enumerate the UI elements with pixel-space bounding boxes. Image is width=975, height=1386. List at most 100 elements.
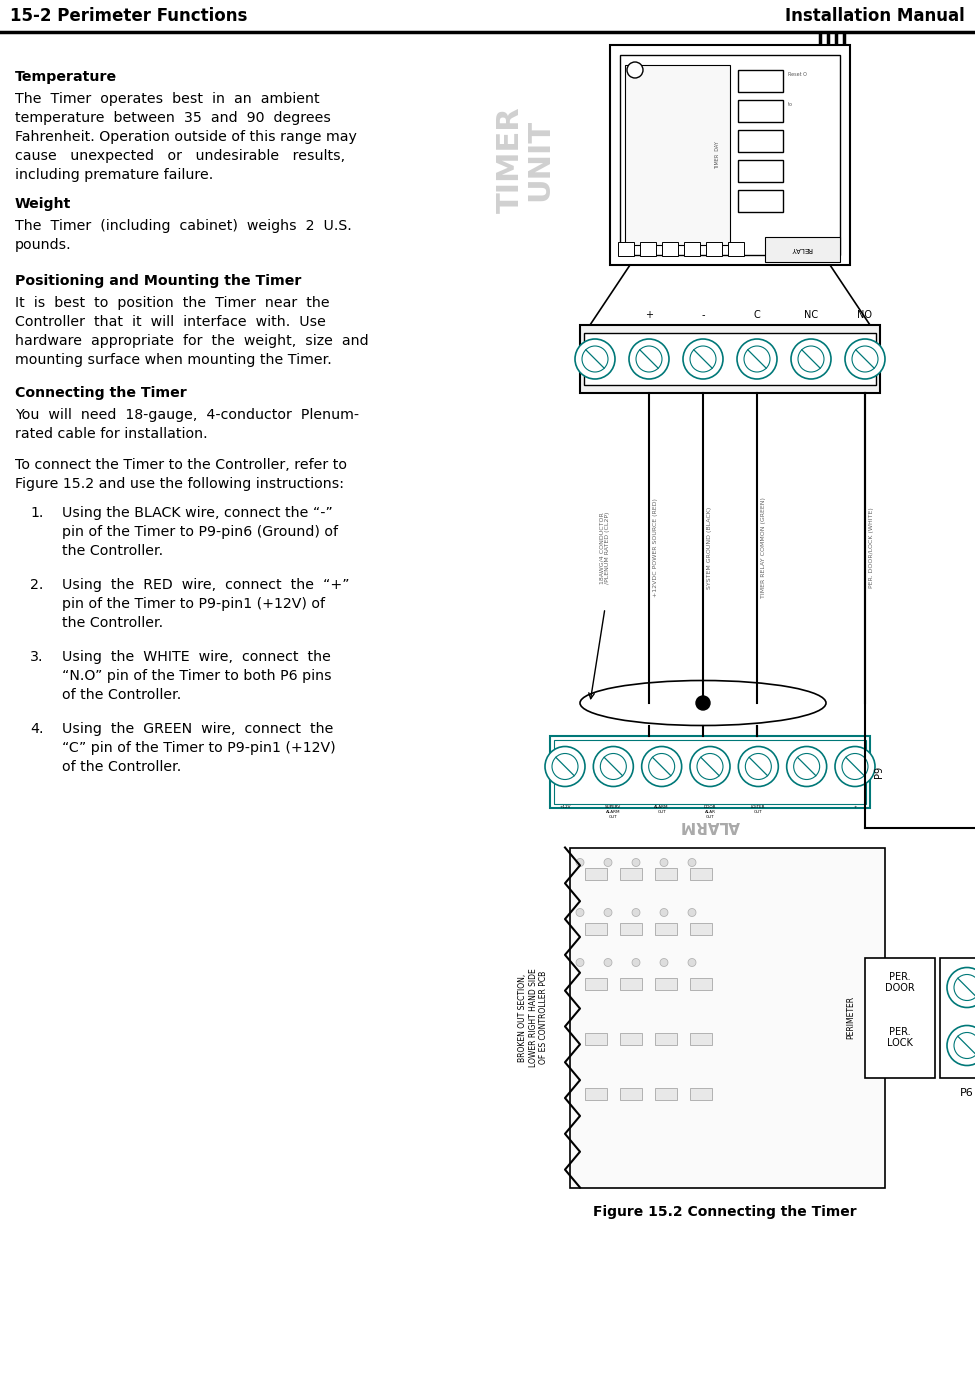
Text: NO: NO (857, 310, 873, 320)
Text: TIMER  DAY: TIMER DAY (716, 141, 721, 169)
Text: -: - (701, 310, 705, 320)
Bar (738, 190, 783, 212)
Text: It  is  best  to  position  the  Timer  near  the
Controller  that  it  will  in: It is best to position the Timer near th… (15, 297, 369, 367)
Circle shape (660, 858, 668, 866)
Bar (655, 977, 677, 990)
Text: BROKEN OUT SECTION,
LOWER RIGHT HAND SIDE
OF ES CONTROLLER PCB: BROKEN OUT SECTION, LOWER RIGHT HAND SID… (518, 969, 548, 1067)
Text: Figure 15.2 Connecting the Timer: Figure 15.2 Connecting the Timer (593, 1204, 857, 1220)
Circle shape (737, 340, 777, 378)
Text: C: C (754, 310, 761, 320)
Ellipse shape (580, 681, 826, 725)
Bar (655, 1033, 677, 1045)
Text: Using  the  RED  wire,  connect  the  “+”
pin of the Timer to P9-pin1 (+12V) of
: Using the RED wire, connect the “+” pin … (62, 578, 349, 629)
Text: +12V: +12V (560, 805, 570, 809)
Text: You  will  need  18-gauge,  4-conductor  Plenum-
rated cable for installation.: You will need 18-gauge, 4-conductor Plen… (15, 407, 359, 441)
Bar (738, 71, 783, 91)
Bar (584, 333, 876, 385)
Text: to: to (788, 103, 793, 108)
Circle shape (632, 858, 640, 866)
Bar (655, 923, 677, 934)
Circle shape (688, 959, 696, 966)
Circle shape (738, 747, 778, 786)
Text: LOITER
OUT: LOITER OUT (751, 805, 765, 814)
Text: 4.: 4. (30, 722, 44, 736)
Bar (585, 868, 607, 880)
Circle shape (842, 754, 868, 779)
Bar (610, 44, 850, 265)
Bar (585, 1033, 607, 1045)
Circle shape (594, 747, 634, 786)
Text: Reset O: Reset O (788, 72, 807, 78)
Circle shape (745, 754, 771, 779)
Circle shape (582, 346, 608, 371)
Bar (620, 923, 642, 934)
Text: Using  the  GREEN  wire,  connect  the
“C” pin of the Timer to P9-pin1 (+12V)
of: Using the GREEN wire, connect the “C” pi… (62, 722, 335, 773)
Circle shape (601, 754, 626, 779)
Text: +: + (853, 805, 857, 809)
Circle shape (690, 346, 716, 371)
Bar (865, 958, 935, 1077)
Bar (765, 237, 840, 262)
Circle shape (798, 346, 824, 371)
Bar (640, 243, 656, 256)
Circle shape (690, 747, 730, 786)
Circle shape (604, 908, 612, 916)
Circle shape (683, 340, 723, 378)
Text: Weight: Weight (15, 197, 71, 211)
Bar (738, 100, 783, 122)
Bar (620, 1033, 642, 1045)
Text: PER.
DOOR: PER. DOOR (885, 972, 915, 994)
Circle shape (636, 346, 662, 371)
Text: DOOR
ALAR
OUT: DOOR ALAR OUT (704, 805, 717, 819)
Bar (585, 1088, 607, 1099)
Circle shape (575, 340, 615, 378)
Text: 3.: 3. (30, 650, 44, 664)
Text: Connecting the Timer: Connecting the Timer (15, 385, 187, 401)
Text: 18AWG/4 CONDUCTOR
/PLENUM RATED (CL2P): 18AWG/4 CONDUCTOR /PLENUM RATED (CL2P) (599, 511, 609, 584)
Bar (620, 977, 642, 990)
Bar (706, 243, 722, 256)
Bar (684, 243, 700, 256)
Text: +: + (645, 310, 653, 320)
Circle shape (660, 908, 668, 916)
Bar (690, 868, 712, 880)
Text: The  Timer  (including  cabinet)  weighs  2  U.S.
pounds.: The Timer (including cabinet) weighs 2 U… (15, 219, 352, 252)
Circle shape (629, 340, 669, 378)
Bar (554, 740, 866, 804)
Bar (550, 736, 870, 808)
Circle shape (791, 340, 831, 378)
Bar (655, 1088, 677, 1099)
Circle shape (576, 959, 584, 966)
Circle shape (947, 1026, 975, 1066)
Circle shape (947, 967, 975, 1008)
Bar (585, 923, 607, 934)
Bar (625, 65, 730, 245)
Circle shape (576, 858, 584, 866)
Circle shape (642, 747, 682, 786)
Bar (728, 243, 744, 256)
Text: The  Timer  operates  best  in  an  ambient
temperature  between  35  and  90  d: The Timer operates best in an ambient te… (15, 91, 357, 182)
Text: 1.: 1. (30, 506, 43, 520)
Circle shape (552, 754, 578, 779)
Circle shape (787, 747, 827, 786)
Circle shape (604, 959, 612, 966)
Circle shape (954, 1033, 975, 1059)
Bar (580, 324, 880, 394)
Circle shape (835, 747, 875, 786)
Circle shape (632, 908, 640, 916)
Text: To connect the Timer to the Controller, refer to
Figure 15.2 and use the followi: To connect the Timer to the Controller, … (15, 457, 347, 491)
Bar (738, 159, 783, 182)
Bar (620, 1088, 642, 1099)
Text: P9: P9 (874, 765, 884, 778)
Circle shape (845, 340, 885, 378)
Bar (940, 958, 975, 1077)
Circle shape (648, 754, 675, 779)
Text: SYSTEM GROUND (BLACK): SYSTEM GROUND (BLACK) (707, 507, 712, 589)
Bar (690, 923, 712, 934)
Text: RELAY: RELAY (791, 245, 813, 252)
Circle shape (688, 858, 696, 866)
Bar (690, 977, 712, 990)
Circle shape (627, 62, 643, 78)
Text: Installation Manual: Installation Manual (785, 7, 965, 25)
Circle shape (794, 754, 820, 779)
